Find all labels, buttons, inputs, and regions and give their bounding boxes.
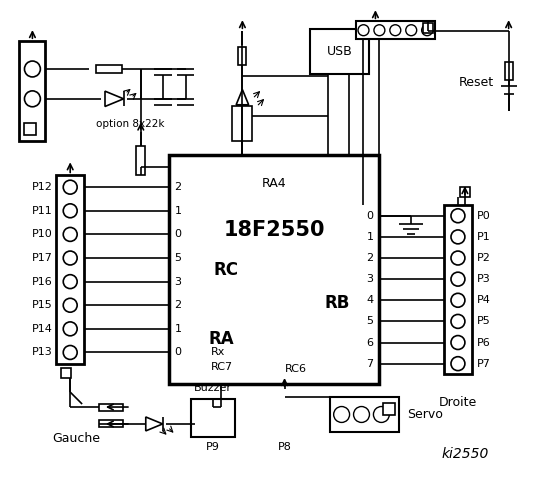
Text: P12: P12 [32,182,53,192]
Text: P16: P16 [32,276,53,287]
Text: P1: P1 [477,232,491,242]
Text: 0: 0 [367,211,373,221]
Text: Rx: Rx [210,348,225,357]
Text: 4: 4 [366,295,373,305]
Text: P3: P3 [477,274,491,284]
Text: ki2550: ki2550 [441,447,489,461]
Text: 7: 7 [366,359,373,369]
Polygon shape [236,90,249,105]
Text: 3: 3 [175,276,181,287]
Text: P8: P8 [278,442,291,452]
Text: 5: 5 [367,316,373,326]
Text: P14: P14 [32,324,53,334]
Text: P11: P11 [32,206,53,216]
Bar [61,368,71,378]
Text: RA4: RA4 [262,177,286,190]
Polygon shape [146,417,163,431]
Text: P4: P4 [477,295,491,305]
Text: 0: 0 [175,348,181,358]
Bar [423,23,433,33]
Text: 2: 2 [366,253,373,263]
Text: 6: 6 [367,337,373,348]
Text: P9: P9 [206,442,220,452]
Text: Gauche: Gauche [52,432,100,445]
Text: 1: 1 [367,232,373,242]
Text: P0: P0 [477,211,491,221]
Text: Buzzer: Buzzer [194,383,232,393]
Text: 1: 1 [175,206,181,216]
Text: RA: RA [208,330,234,348]
Bar [383,403,395,415]
Bar [310,29,369,74]
Bar [19,41,45,141]
Bar [190,399,235,437]
Bar [99,420,123,427]
Bar [460,187,470,197]
Text: Servo: Servo [407,408,443,421]
Bar [505,62,513,80]
Text: 0: 0 [175,229,181,240]
Bar [356,21,435,39]
Text: P6: P6 [477,337,491,348]
Polygon shape [105,91,123,107]
Bar [96,65,122,73]
Text: Reset: Reset [458,76,494,89]
Bar [56,175,84,364]
Bar [444,205,472,374]
Text: 5: 5 [175,253,181,263]
Bar [24,123,36,134]
Text: 1: 1 [175,324,181,334]
Bar [232,106,252,141]
Text: P13: P13 [32,348,53,358]
Text: P17: P17 [32,253,53,263]
Text: P10: P10 [32,229,53,240]
Text: P7: P7 [477,359,491,369]
Text: RB: RB [324,294,349,312]
Bar [137,145,145,175]
Text: P5: P5 [477,316,491,326]
Bar [330,397,399,432]
Text: RC6: RC6 [285,364,306,374]
Text: USB: USB [327,45,352,58]
Bar [99,404,123,410]
Bar [169,156,379,384]
Text: 3: 3 [367,274,373,284]
Text: P2: P2 [477,253,491,263]
Text: P15: P15 [32,300,53,310]
Text: 2: 2 [175,182,182,192]
Text: 2: 2 [175,300,182,310]
Text: Droite: Droite [439,396,477,409]
Bar [238,47,247,65]
Text: RC: RC [213,261,238,279]
Text: option 8x22k: option 8x22k [96,119,165,129]
Text: RC7: RC7 [210,362,232,372]
Text: 18F2550: 18F2550 [223,220,325,240]
